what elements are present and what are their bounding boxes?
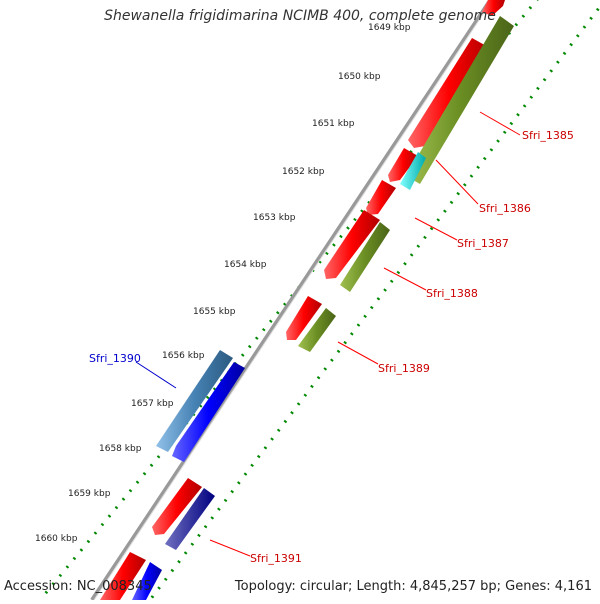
gene-label[interactable]: Sfri_1388 — [426, 287, 478, 300]
tick-label: 1658 kbp — [99, 444, 142, 454]
tick-label: 1653 kbp — [253, 213, 296, 223]
cog-green-1389 — [298, 308, 336, 352]
gene-label[interactable]: Sfri_1391 — [250, 552, 302, 565]
cds-reverse-bottom — [132, 562, 162, 600]
cds-reverse-1390 — [172, 362, 245, 462]
backbone-highlight — [93, 0, 493, 601]
gene-label[interactable]: Sfri_1385 — [522, 129, 574, 142]
cds-forward-1388 — [324, 210, 380, 279]
gene-label[interactable]: Sfri_1389 — [378, 362, 430, 375]
cds-forward-1386 — [388, 148, 418, 182]
gene-callout-line — [479, 111, 521, 136]
features — [100, 0, 514, 600]
tick-label: 1655 kbp — [193, 307, 236, 317]
gene-label[interactable]: Sfri_1386 — [479, 202, 531, 215]
topology-text: Topology: circular; Length: 4,845,257 bp… — [234, 579, 592, 594]
cog-navy-1391 — [165, 488, 215, 550]
tick-label: 1656 kbp — [162, 351, 205, 361]
cds-forward-1387 — [366, 180, 396, 215]
gene-callout-line — [135, 361, 177, 389]
cds-forward-top — [482, 0, 505, 16]
tick-label: 1657 kbp — [131, 399, 174, 409]
cog-cyan-1386 — [400, 152, 426, 190]
gene-callout-line — [209, 539, 251, 557]
gene-callout-line — [337, 341, 379, 365]
accession-text: Accession: NC_008345 — [4, 579, 152, 594]
cds-forward-bottom — [100, 552, 146, 600]
cds-forward-1385 — [408, 38, 490, 148]
tick-labels: 1649 kbp 1650 kbp 1651 kbp 1652 kbp 1653 kbp… — [35, 23, 411, 544]
gene-callout-line — [414, 217, 458, 241]
inner-tick-ring — [148, 4, 600, 601]
cds-forward-1391 — [152, 478, 202, 535]
cog-green-1385 — [406, 16, 514, 184]
tick-label: 1654 kbp — [224, 260, 267, 270]
tick-label: 1660 kbp — [35, 534, 78, 544]
backbone-line — [90, 0, 493, 602]
gene-callout-line — [383, 267, 427, 291]
cds-forward-1389 — [286, 296, 322, 340]
tick-label: 1652 kbp — [282, 167, 325, 177]
gene-label[interactable]: Sfri_1390 — [89, 352, 141, 365]
tick-label: 1651 kbp — [312, 119, 355, 129]
gene-label[interactable]: Sfri_1387 — [457, 237, 509, 250]
cog-green-1388 — [340, 222, 390, 292]
tick-label: 1649 kbp — [368, 23, 411, 33]
tick-label: 1659 kbp — [68, 489, 111, 499]
gene-callout-line — [435, 159, 479, 205]
genome-title: Shewanella frigidimarina NCIMB 400, comp… — [104, 8, 496, 24]
cog-steel-1390 — [156, 350, 233, 452]
gene-callouts: Sfri_1385 Sfri_1386 Sfri_1387 Sfri_1388 Sfri… — [89, 111, 574, 565]
tick-label: 1650 kbp — [338, 72, 381, 82]
